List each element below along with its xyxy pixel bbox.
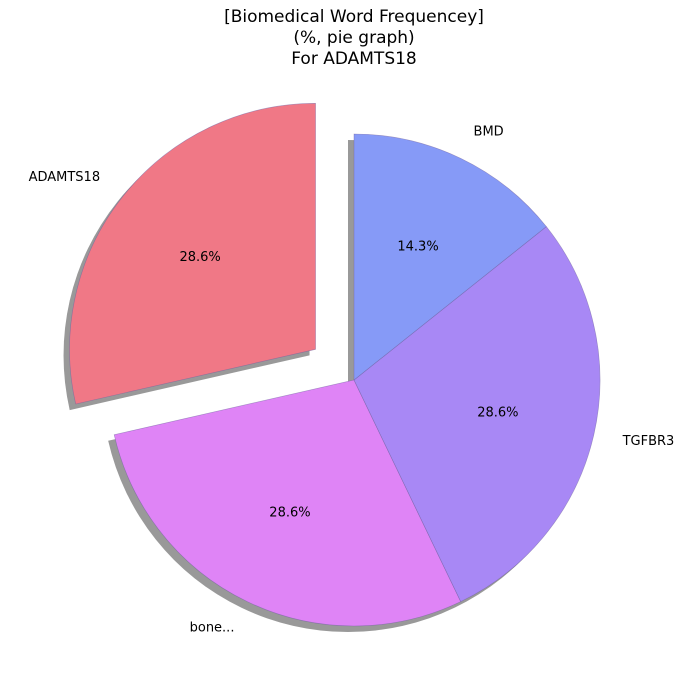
slice-percent-label: 28.6% — [477, 405, 518, 420]
slice-percent-label: 28.6% — [269, 505, 310, 520]
slice-label: bone... — [190, 621, 235, 636]
pie-slice-bmd — [353, 133, 547, 381]
pie-slice-tgfbr3 — [353, 226, 601, 603]
slice-percent-label: 28.6% — [179, 250, 220, 265]
pie-slice-adamts18 — [69, 103, 316, 405]
chart-title: [Biomedical Word Frequencey] (%, pie gra… — [224, 7, 484, 69]
slice-label: TGFBR3 — [622, 434, 675, 449]
slice-percent-label: 14.3% — [397, 240, 438, 255]
slice-label: BMD — [474, 124, 504, 139]
pie-slice-bone — [113, 379, 462, 627]
chart-title-line-2: (%, pie graph) — [293, 28, 414, 48]
chart-title-line-3: For ADAMTS18 — [291, 49, 417, 69]
pie-label-layer: ADAMTS18 28.6% bone... 28.6% TGFBR3 28.6% BMD 1… — [29, 124, 675, 635]
pie-slice-layer — [69, 103, 601, 627]
slice-label: ADAMTS18 — [29, 170, 101, 185]
chart-title-line-1: [Biomedical Word Frequencey] — [224, 7, 484, 27]
